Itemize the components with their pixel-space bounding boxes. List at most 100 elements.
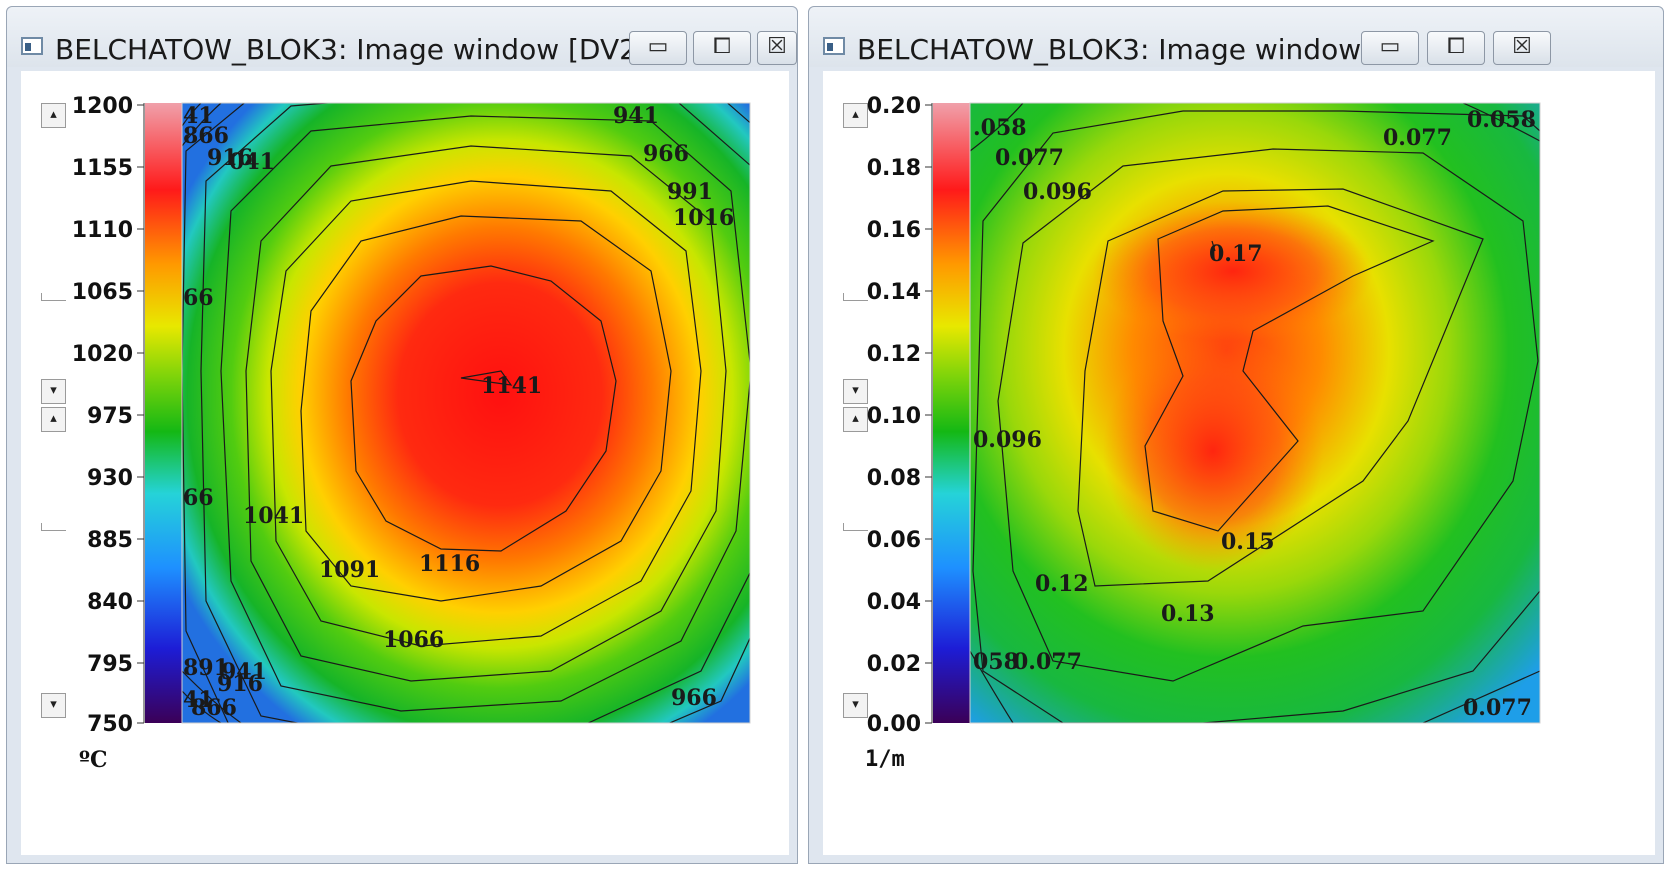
close-button[interactable]: ☒ <box>1493 31 1551 65</box>
contour-label: 941 <box>613 103 659 129</box>
range-up-button[interactable]: ▴ <box>41 407 66 432</box>
contour-label: 0.096 <box>1023 179 1092 205</box>
range-up-button[interactable]: ▴ <box>843 407 868 432</box>
scroll-down-button[interactable]: ▾ <box>843 693 868 718</box>
range-down-button[interactable]: ▾ <box>843 379 868 404</box>
scroll-up-button[interactable]: ▴ <box>843 103 868 128</box>
colorbar-tick-label: 0.14 <box>867 280 921 305</box>
image-window-absorption: BELCHATOW_BLOK3: Image window ... ▭ ⧠ ☒ … <box>808 6 1664 864</box>
close-icon: ☒ <box>1512 34 1532 59</box>
colorbar-tick-label: 750 <box>87 712 133 737</box>
unit-label: ºC <box>79 747 108 773</box>
colorbar-tick-label: 1155 <box>72 156 133 181</box>
contour-label: 058 <box>973 649 1019 675</box>
contour-label: 1066 <box>383 627 444 653</box>
minimize-icon: ▭ <box>647 34 669 59</box>
contour-label: 66 <box>183 485 214 511</box>
contour-label: 866 <box>183 123 229 149</box>
window-titlebar[interactable]: BELCHATOW_BLOK3: Image window ... ▭ ⧠ ☒ <box>809 7 1663 67</box>
colorbar-ticks <box>137 104 144 724</box>
colorbar-tick-label: 1065 <box>72 280 133 305</box>
maximize-icon: ⧠ <box>1447 34 1465 59</box>
colorbar-tick-label: 840 <box>87 590 133 615</box>
contour-label: 1141 <box>481 373 542 399</box>
contour-label: 041 <box>229 149 275 175</box>
slider-tick <box>41 293 66 301</box>
slider-tick <box>41 523 66 531</box>
contour-label: 991 <box>667 179 713 205</box>
contour-label: 0.077 <box>1013 649 1082 675</box>
colorbar-tick-label: 930 <box>87 466 133 491</box>
colorbar-tick-label: 0.20 <box>867 94 921 119</box>
contour-label: 66 <box>183 285 214 311</box>
contour-label: 0.12 <box>1035 571 1089 597</box>
colorbar-tick-label: 0.04 <box>867 590 921 615</box>
contour-label: 0.15 <box>1221 529 1275 555</box>
colorbar-tick-label: 0.18 <box>867 156 921 181</box>
slider-tick <box>843 523 868 531</box>
window-title: BELCHATOW_BLOK3: Image window [DV2... <box>55 33 664 66</box>
colorbar-tick-label: 0.12 <box>867 342 921 367</box>
absorption-heatmap[interactable] <box>970 103 1540 723</box>
maximize-icon: ⧠ <box>713 34 731 59</box>
contour-label: 1041 <box>243 503 304 529</box>
contour-label: 1091 <box>319 557 380 583</box>
colorbar-tick-label: 0.16 <box>867 218 921 243</box>
colorbar-tick-label: 885 <box>87 528 133 553</box>
contour-label: 966 <box>643 141 689 167</box>
colorbar-tick-label: 975 <box>87 404 133 429</box>
contour-label: 0.077 <box>1383 125 1452 151</box>
image-client-area: ▴ ▾ ▴ ▾ <box>823 71 1655 855</box>
window-title: BELCHATOW_BLOK3: Image window ... <box>857 33 1397 66</box>
unit-label: 1/m <box>865 747 905 772</box>
contour-label: 0.077 <box>1463 695 1532 721</box>
contour-label: 891 <box>183 655 229 681</box>
contour-label: 0.077 <box>995 145 1064 171</box>
app-icon <box>823 37 845 55</box>
slider-tick <box>843 293 868 301</box>
colorbar-tick-label: 0.10 <box>867 404 921 429</box>
contour-label: 916 <box>207 145 253 171</box>
window-titlebar[interactable]: BELCHATOW_BLOK3: Image window [DV2... ▭ … <box>7 7 797 67</box>
contour-label: 0.058 <box>1467 107 1536 133</box>
colorbar-tick-label: 1020 <box>72 342 133 367</box>
contour-label: 0.13 <box>1161 601 1215 627</box>
colorbar <box>145 103 183 723</box>
close-icon: ☒ <box>767 34 787 59</box>
minimize-button[interactable]: ▭ <box>629 31 687 65</box>
plot-area: 0.20 0.18 0.16 0.14 0.12 0.10 0.08 0.06 … <box>867 94 1541 737</box>
contour-label: 0.096 <box>973 427 1042 453</box>
contour-label: .058 <box>973 115 1027 141</box>
colorbar-tick-label: 0.06 <box>867 528 921 553</box>
colorbar-tick-label: 0.08 <box>867 466 921 491</box>
contour-label: 41 <box>183 103 214 129</box>
contour-label: 916 <box>217 671 263 697</box>
colorbar-tick-label: 0.02 <box>867 652 921 677</box>
contour-label: 941 <box>221 659 267 685</box>
scroll-down-button[interactable]: ▾ <box>41 693 66 718</box>
minimize-icon: ▭ <box>1379 34 1401 59</box>
range-down-button[interactable]: ▾ <box>41 379 66 404</box>
colorbar-ticks <box>925 104 932 724</box>
maximize-button[interactable]: ⧠ <box>693 31 751 65</box>
contour-label: 866 <box>191 695 237 721</box>
colorbar <box>933 103 971 723</box>
contour-label: 41 <box>183 687 214 713</box>
maximize-button[interactable]: ⧠ <box>1427 31 1485 65</box>
temperature-heatmap[interactable] <box>182 71 791 771</box>
colorbar-tick-label: 0.00 <box>867 712 921 737</box>
minimize-button[interactable]: ▭ <box>1361 31 1419 65</box>
close-button[interactable]: ☒ <box>757 31 797 65</box>
image-window-temperature: BELCHATOW_BLOK3: Image window [DV2... ▭ … <box>6 6 798 864</box>
colorbar-tick-label: 795 <box>87 652 133 677</box>
contour-label: 1016 <box>673 205 734 231</box>
image-client-area: ▴ ▾ ▴ ▾ <box>21 71 789 855</box>
contour-label: 0.17 <box>1209 241 1263 267</box>
colorbar-tick-label: 1110 <box>72 218 133 243</box>
colorbar-tick-label: 1200 <box>72 94 133 119</box>
scroll-up-button[interactable]: ▴ <box>41 103 66 128</box>
plot-area: 1200 1155 1110 1065 1020 975 930 885 840… <box>72 71 791 771</box>
app-icon <box>21 37 43 55</box>
contour-label: 966 <box>671 685 717 711</box>
contour-label: 1116 <box>419 551 480 577</box>
